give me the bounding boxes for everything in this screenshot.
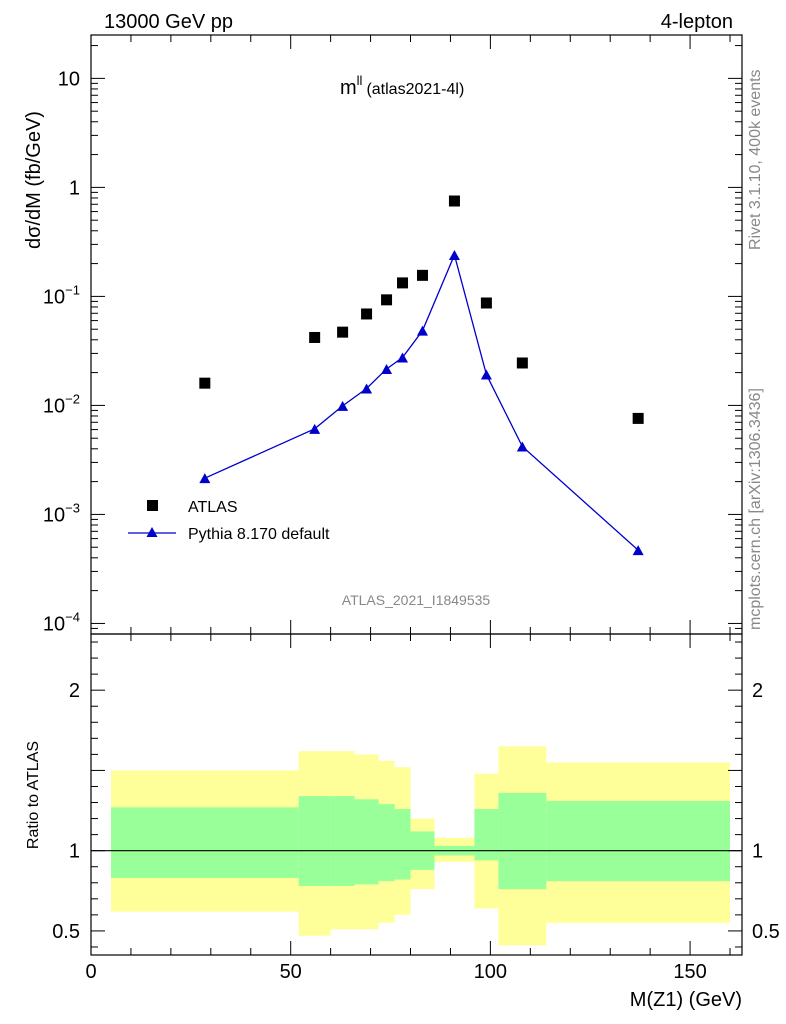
atlas-point — [337, 326, 349, 338]
legend-atlas-marker — [147, 500, 158, 511]
stat-uncertainty-band — [354, 799, 379, 885]
atlas-point — [632, 412, 644, 424]
pythia-line — [204, 252, 639, 551]
y-tick-label-ratio: 0.5 — [52, 921, 80, 943]
legend-pythia-marker — [146, 527, 158, 537]
y-tick-label-main: 10−3 — [43, 500, 80, 526]
atlas-point — [361, 308, 373, 320]
x-axis-label: M(Z1) (GeV) — [630, 989, 742, 1011]
atlas-point — [448, 195, 460, 207]
y-tick-label-exp: −2 — [65, 391, 80, 406]
pythia-point — [632, 545, 644, 556]
pythia-point — [480, 369, 492, 380]
y-axis-label-main: dσ/dM (fb/GeV) — [23, 111, 45, 249]
pythia-point — [516, 441, 528, 452]
atlas-point — [309, 331, 321, 343]
y-tick-label-base: 10 — [43, 286, 65, 308]
legend-pythia-label: Pythia 8.170 default — [188, 526, 330, 543]
x-tick-label: 0 — [85, 961, 96, 983]
plot-title: mll(atlas2021-4l) — [340, 73, 464, 99]
y-tick-label-ratio-right: 2 — [752, 680, 763, 702]
x-tick-label: 150 — [673, 961, 706, 983]
atlas-point — [480, 297, 492, 309]
y-tick-label-ratio: 1 — [69, 841, 80, 863]
y-tick-label-ratio-right: 1 — [752, 841, 763, 863]
pythia-point — [199, 473, 211, 484]
y-tick-label-base: 10 — [43, 395, 65, 417]
pythia-point — [309, 423, 321, 434]
x-tick-label: 100 — [474, 961, 507, 983]
plot-title-tag: (atlas2021-4l) — [366, 81, 464, 98]
legend: ATLAS Pythia 8.170 default — [128, 499, 330, 543]
y-tick-label-base: 10 — [43, 504, 65, 526]
process-label: 4-lepton — [661, 11, 733, 33]
pythia-point — [361, 383, 373, 394]
main-panel: mll(atlas2021-4l) dσ/dM (fb/GeV) ATLAS_2… — [23, 34, 743, 635]
stat-uncertainty-band — [546, 800, 731, 882]
ratio-panel: 2 21 10.5 0.50 50 100 150 Ratio to ATLAS M(Z1)… — [25, 633, 780, 1011]
pythia-point — [337, 400, 349, 411]
stat-uncertainty-band — [378, 804, 395, 882]
y-tick-label-exp: −4 — [65, 609, 80, 624]
y-tick-label-main: 10−1 — [43, 282, 80, 308]
pythia-point — [381, 363, 393, 374]
pythia-point — [397, 352, 409, 363]
plot-title-main: m — [340, 77, 357, 99]
y-tick-label-base: 10 — [43, 613, 65, 635]
pythia-point — [416, 325, 428, 336]
energy-label: 13000 GeV pp — [104, 11, 233, 33]
plot-title-sup: ll — [357, 73, 363, 88]
rivet-version-label: Rivet 3.1.10, 400k events — [747, 69, 764, 250]
stat-uncertainty-band — [474, 808, 499, 861]
stat-uncertainty-band — [394, 808, 411, 880]
atlas-point — [381, 294, 393, 306]
y-tick-label-main: 1 — [69, 177, 80, 199]
ratio-frame — [90, 633, 743, 956]
stat-uncertainty-band — [298, 796, 331, 886]
y-tick-label-ratio-right: 0.5 — [752, 921, 780, 943]
y-tick-label-main: 10 — [58, 68, 80, 90]
legend-atlas-label: ATLAS — [188, 499, 238, 516]
atlas-point — [199, 377, 211, 389]
y-tick-label-ratio: 2 — [69, 680, 80, 702]
atlas-point — [416, 269, 428, 281]
y-tick-label-main: 10−2 — [43, 391, 80, 417]
x-tick-label: 50 — [280, 961, 302, 983]
y-tick-label-exp: −3 — [65, 500, 80, 515]
stat-uncertainty-band — [110, 807, 299, 878]
pythia-point — [448, 249, 460, 260]
stat-uncertainty-band — [498, 792, 547, 890]
y-tick-label-main: 10−4 — [43, 609, 80, 635]
y-axis-label-ratio: Ratio to ATLAS — [25, 741, 42, 849]
atlas-point — [397, 277, 409, 289]
mcplots-label: mcplots.cern.ch [arXiv:1306.3436] — [747, 388, 764, 630]
main-frame — [90, 34, 743, 635]
y-tick-label-exp: −1 — [65, 282, 80, 297]
stat-uncertainty-band — [330, 796, 355, 886]
atlas-point — [516, 357, 528, 369]
analysis-id-label: ATLAS_2021_I1849535 — [342, 592, 491, 608]
